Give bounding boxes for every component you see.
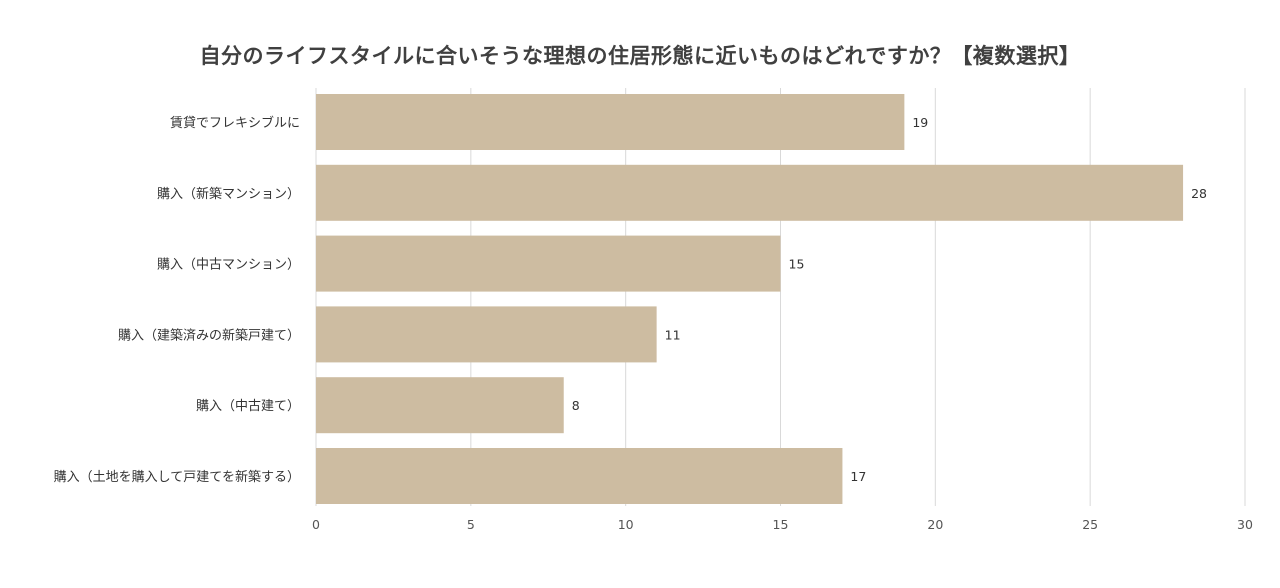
bar (316, 377, 564, 434)
category-label: 購入（新築マンション） (157, 186, 300, 202)
value-label: 17 (850, 469, 866, 484)
category-label: 購入（中古マンション） (157, 258, 300, 273)
value-label: 11 (665, 327, 681, 342)
bar (316, 94, 905, 150)
bar (316, 164, 1184, 221)
bars (316, 94, 1184, 504)
x-tick-label: 25 (1082, 517, 1098, 532)
x-tick-label: 30 (1237, 517, 1253, 532)
gridlines (315, 88, 1246, 506)
bar (316, 448, 843, 504)
category-label: 購入（中古建て） (196, 399, 300, 414)
category-label: 賃貸でフレキシブルに (170, 115, 300, 131)
x-tick-label: 10 (618, 517, 634, 532)
x-axis-ticks: 0 5 10 15 20 25 30 (312, 517, 1253, 532)
chart-title: 自分のライフスタイルに合いそうな理想の住居形態に近いものはどれですか？【複数選択… (199, 44, 1081, 68)
bar (316, 306, 657, 363)
x-tick-label: 15 (773, 517, 789, 532)
value-labels: 19 28 15 11 8 17 (572, 115, 1207, 484)
category-label: 購入（建築済みの新築戸建て） (118, 327, 300, 343)
bar (316, 235, 781, 292)
x-tick-label: 20 (927, 517, 943, 532)
x-tick-label: 5 (467, 517, 475, 532)
value-label: 19 (912, 115, 928, 130)
value-label: 8 (572, 398, 580, 413)
category-label: 購入（土地を購入して戸建てを新築する） (54, 469, 300, 485)
x-tick-label: 0 (312, 517, 320, 532)
value-label: 15 (789, 257, 805, 272)
value-label: 28 (1191, 186, 1207, 201)
